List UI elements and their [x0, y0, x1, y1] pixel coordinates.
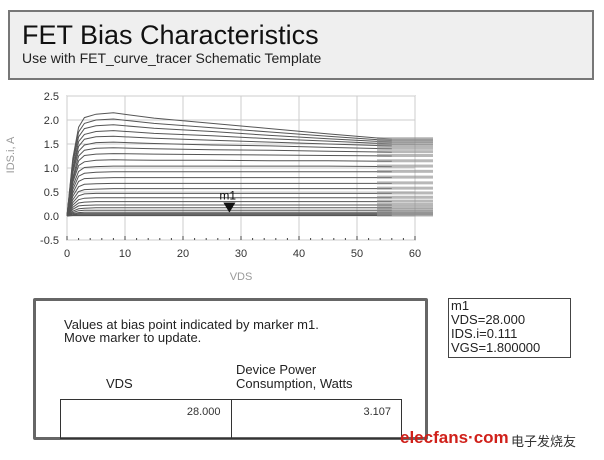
iv-curve [66, 192, 392, 217]
iv-curve [66, 124, 392, 217]
watermark-chinese: 电子发烧友 [511, 434, 577, 449]
column-header-vds: VDS [106, 376, 133, 391]
watermark-logo: elecfans·com [400, 428, 509, 447]
y-tick-label: 2.0 [44, 115, 59, 127]
iv-curve [66, 141, 392, 217]
curve-label-placeholder [377, 175, 433, 179]
y-tick-label: 2.5 [44, 91, 59, 103]
curve-label-placeholder [377, 195, 433, 199]
bias-point-panel: Values at bias point indicated by marker… [33, 298, 428, 440]
curve-label-placeholder [377, 140, 433, 144]
x-tick-label: 60 [409, 248, 421, 260]
iv-curve [66, 159, 392, 217]
bias-note-line2: Move marker to update. [64, 330, 202, 345]
curve-label-placeholder [377, 146, 433, 150]
marker-label: m1 [219, 189, 236, 203]
iv-curve [66, 214, 392, 217]
marker-m1[interactable]: m1 [219, 189, 236, 213]
iv-curve [66, 211, 392, 217]
bias-table-row: 28.000 3.107 [60, 399, 402, 439]
iv-curve [66, 118, 392, 217]
curve-label-placeholder [377, 143, 433, 147]
iv-curve [66, 197, 392, 217]
marker-name: m1 [451, 298, 470, 313]
x-tick-label: 10 [119, 248, 131, 260]
iv-curve [66, 182, 392, 217]
curve-label-placeholder [377, 208, 433, 212]
iv-curve [66, 171, 392, 217]
marker-readout: m1 VDS=28.000 IDS.i=0.111 VGS=1.800000 [448, 298, 571, 358]
iv-curve [66, 135, 392, 217]
curve-label-placeholder [377, 205, 433, 209]
iv-curve [66, 213, 392, 217]
column-header-power: Device Power Consumption, Watts [236, 363, 353, 391]
iv-curve [66, 209, 392, 217]
power-value-cell: 3.107 [230, 400, 402, 438]
x-tick-label: 30 [235, 248, 247, 260]
curve-label-placeholder [377, 164, 433, 168]
x-tick-label: 20 [177, 248, 189, 260]
iv-curve [66, 153, 392, 217]
curve-label-placeholder [377, 150, 433, 154]
iv-curve [66, 165, 392, 217]
curve-label-placeholder [377, 186, 433, 190]
page-title: FET Bias Characteristics [22, 20, 319, 50]
x-axis-label: VDS [230, 271, 253, 283]
y-tick-label: 1.5 [44, 139, 59, 151]
x-tick-label: 50 [351, 248, 363, 260]
curve-label-placeholder [377, 159, 433, 163]
iv-curve [66, 112, 392, 217]
bias-note-line1: Values at bias point indicated by marker… [64, 317, 319, 332]
curve-label-placeholder [377, 154, 433, 157]
iv-curve [66, 147, 392, 217]
marker-ids: IDS.i=0.111 [451, 326, 518, 341]
marker-vgs: VGS=1.800000 [451, 340, 541, 355]
title-panel: FET Bias Characteristics Use with FET_cu… [8, 10, 594, 80]
power-header-line1: Device Power [236, 362, 317, 377]
iv-curve [66, 204, 392, 217]
iv-curve [66, 207, 392, 217]
marker-vds: VDS=28.000 [451, 312, 526, 327]
y-tick-label: 0.5 [44, 187, 59, 199]
x-tick-label: 40 [293, 248, 305, 260]
curve-label-placeholder [377, 191, 433, 195]
marker-triangle-icon[interactable] [223, 202, 236, 213]
curve-label-placeholder [377, 181, 433, 185]
x-tick-label: 0 [64, 248, 70, 260]
iv-curve [66, 130, 392, 217]
y-tick-label: 1.0 [44, 163, 59, 175]
curve-label-placeholder [377, 213, 433, 217]
iv-curve [66, 201, 392, 217]
page-subtitle: Use with FET_curve_tracer Schematic Temp… [22, 50, 322, 66]
bias-note: Values at bias point indicated by marker… [64, 318, 319, 344]
iv-curve [66, 177, 392, 217]
y-axis-label: IDS.i, A [5, 136, 17, 173]
curve-label-placeholder [377, 142, 433, 145]
iv-curve [66, 215, 392, 217]
power-header-line2: Consumption, Watts [236, 376, 353, 391]
y-tick-label: -0.5 [40, 235, 59, 247]
curve-label-placeholder [377, 202, 433, 206]
curve-label-placeholder [377, 199, 433, 203]
curve-label-placeholder [377, 169, 433, 173]
y-tick-label: 0.0 [44, 211, 59, 223]
iv-curve [66, 188, 392, 217]
vds-value-cell: 28.000 [186, 406, 221, 418]
iv-curve-chart[interactable]: 0 10 20 30 40 50 60 2.5 2.0 1.5 1.0 0.5 0.0 -0.5 IDS.… [0, 85, 450, 285]
